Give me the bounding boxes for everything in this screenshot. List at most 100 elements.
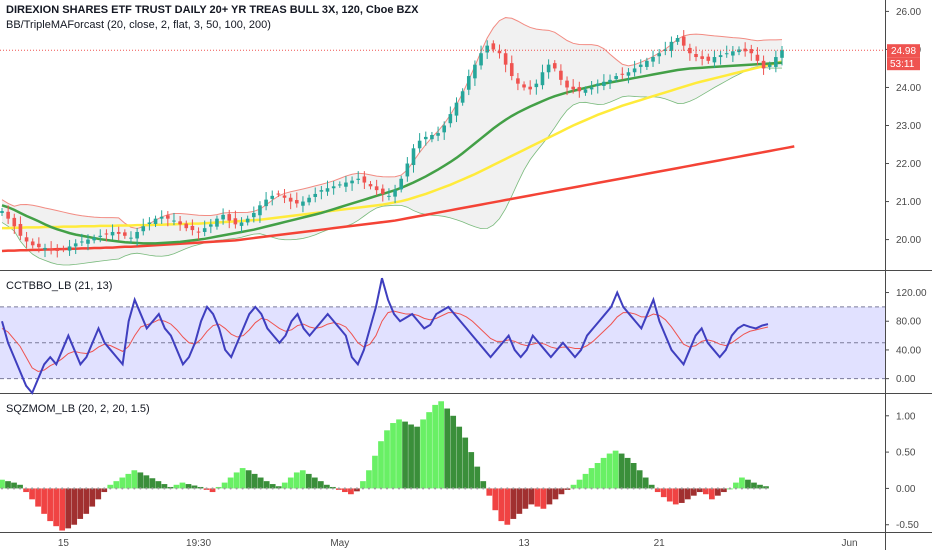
momentum-bar (137, 472, 144, 489)
momentum-bar (378, 441, 384, 489)
cct-tick-label: 0.00 (896, 374, 916, 385)
squeeze-dot (668, 487, 671, 490)
candle-body (215, 218, 219, 227)
squeeze-dot (764, 487, 768, 490)
momentum-bar (751, 482, 757, 489)
momentum-bar (480, 481, 487, 489)
squeeze-dot (61, 487, 64, 490)
candle-body (350, 180, 354, 184)
squeeze-dot (199, 487, 202, 490)
momentum-bar (221, 482, 228, 489)
squeeze-dot (205, 487, 208, 490)
candle-body (80, 241, 84, 243)
momentum-bar (630, 463, 637, 489)
candle-body (227, 214, 232, 221)
candle-body (110, 231, 115, 236)
sqz-legend[interactable]: SQZMOM_LB (20, 2, 20, 1.5) (6, 403, 150, 415)
squeeze-dot (446, 487, 449, 490)
momentum-bar (125, 473, 132, 489)
candle-body (374, 186, 379, 191)
candle-body (534, 83, 539, 88)
cct-signal-line (1, 310, 769, 373)
sqz-pane[interactable] (0, 401, 769, 531)
candle-body (626, 72, 631, 76)
momentum-bar (293, 472, 300, 489)
candle-body (405, 163, 410, 177)
squeeze-dot (361, 487, 365, 490)
momentum-bar (624, 457, 631, 489)
momentum-bar (299, 470, 306, 489)
candle-body (663, 49, 668, 51)
squeeze-dot (133, 487, 136, 490)
candle-body (147, 222, 152, 224)
squeeze-dot (241, 487, 244, 490)
price-axis[interactable]: 20.0021.0022.0023.0024.0025.0026.000.004… (885, 7, 927, 531)
squeeze-dot (746, 487, 750, 490)
candle-body (6, 211, 10, 219)
momentum-bar (739, 477, 745, 489)
candle-body (780, 50, 784, 58)
squeeze-dot (193, 487, 196, 490)
candle-body (270, 195, 275, 199)
candle-body (565, 80, 569, 88)
candle-body (61, 248, 66, 250)
bb-legend[interactable]: BB/TripleMAForcast (20, close, 2, flat, … (6, 19, 271, 31)
candle-body (571, 86, 575, 90)
momentum-bar (666, 488, 673, 502)
momentum-bar (95, 488, 102, 500)
candle-body (516, 78, 520, 84)
momentum-bar (77, 488, 84, 519)
squeeze-dot (722, 487, 725, 490)
candle-body (141, 226, 146, 232)
candle-body (153, 218, 158, 224)
momentum-bar (402, 421, 408, 489)
squeeze-dot (85, 487, 88, 490)
squeeze-dot (680, 487, 683, 490)
momentum-bar (504, 488, 511, 525)
momentum-bar (594, 463, 601, 489)
squeeze-dot (548, 487, 551, 490)
cct-pane[interactable] (0, 277, 885, 395)
momentum-bar (269, 484, 276, 489)
momentum-bar (161, 484, 168, 489)
momentum-bar (438, 401, 445, 489)
momentum-bar (486, 488, 493, 496)
sqz-tick-label: 1.00 (896, 411, 916, 422)
momentum-bar (41, 488, 47, 514)
candle-body (767, 64, 772, 67)
candle-body (528, 86, 532, 90)
squeeze-dot (415, 487, 419, 490)
squeeze-dot (253, 487, 256, 490)
candle-body (380, 188, 385, 194)
squeeze-dot (458, 487, 461, 490)
squeeze-dot (602, 487, 605, 490)
squeeze-dot (566, 487, 569, 490)
momentum-bar (372, 455, 378, 489)
squeeze-dot (79, 487, 82, 490)
squeeze-dot (163, 487, 166, 490)
momentum-bar (534, 488, 541, 507)
momentum-bar (11, 482, 17, 489)
price-pane[interactable] (0, 17, 885, 266)
price-tick-label: 22.00 (896, 159, 921, 170)
squeeze-dot (289, 487, 292, 490)
momentum-bar (690, 488, 697, 496)
momentum-bar (65, 488, 72, 529)
squeeze-dot (187, 487, 190, 490)
candle-body (712, 57, 717, 63)
momentum-bar (516, 488, 523, 514)
squeeze-dot (710, 487, 713, 490)
squeeze-dot (151, 487, 154, 490)
momentum-bar (396, 419, 402, 489)
candle-body (774, 57, 778, 67)
candle-body (546, 64, 551, 73)
candle-body (417, 140, 422, 149)
candle-body (503, 53, 508, 65)
cct-legend[interactable]: CCTBBO_LB (21, 13) (6, 280, 112, 292)
momentum-bar (420, 419, 426, 489)
squeeze-dot (343, 487, 346, 490)
squeeze-dot (349, 487, 353, 490)
squeeze-dot (337, 487, 340, 490)
